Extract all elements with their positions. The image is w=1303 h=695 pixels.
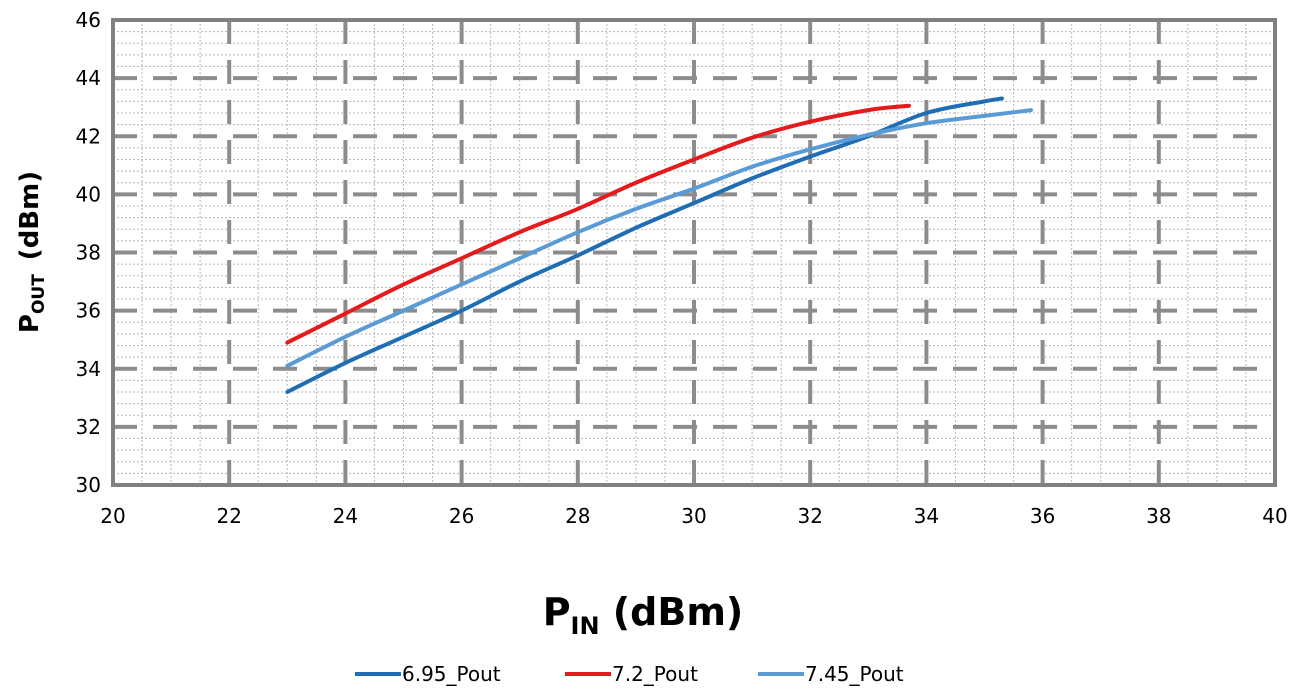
series-line-0 [285, 96, 1004, 394]
legend: 6.95_Pout 7.2_Pout 7.45_Pout [355, 662, 904, 686]
x-tick-label: 34 [914, 504, 939, 528]
y-tick-label: 42 [76, 124, 101, 148]
plot-area-border [111, 18, 1277, 487]
x-tick-label: 30 [681, 504, 706, 528]
y-tick-label: 34 [76, 357, 101, 381]
x-tick-label: 38 [1146, 504, 1171, 528]
x-tick-label: 32 [797, 504, 822, 528]
x-axis-tick-labels: 20 22 24 26 28 30 32 34 36 38 40 [100, 504, 1287, 528]
y-tick-label: 32 [76, 415, 101, 439]
y-tick-label: 46 [76, 8, 101, 32]
x-tick-label: 28 [565, 504, 590, 528]
y-tick-label: 44 [76, 66, 101, 90]
y-axis-tick-labels: 30 32 34 36 38 40 42 44 46 [76, 8, 101, 497]
y-axis-title: POUT(dBm) [15, 171, 49, 333]
x-tick-label: 22 [216, 504, 241, 528]
major-grid [113, 20, 1275, 485]
x-tick-label: 24 [333, 504, 358, 528]
legend-label-1: 7.2_Pout [612, 662, 698, 686]
legend-label-0: 6.95_Pout [402, 662, 501, 686]
y-tick-label: 36 [76, 299, 101, 323]
y-tick-label: 30 [76, 473, 101, 497]
series-line-2 [285, 108, 1033, 368]
x-tick-label: 40 [1262, 504, 1287, 528]
y-tick-label: 40 [76, 182, 101, 206]
x-tick-label: 20 [100, 504, 125, 528]
x-tick-label: 36 [1030, 504, 1055, 528]
series-line-1 [285, 103, 911, 345]
legend-label-2: 7.45_Pout [805, 662, 904, 686]
series-lines [285, 96, 1033, 394]
x-tick-label: 26 [449, 504, 474, 528]
y-tick-label: 38 [76, 241, 101, 265]
x-axis-title: PIN (dBm) [543, 590, 744, 640]
